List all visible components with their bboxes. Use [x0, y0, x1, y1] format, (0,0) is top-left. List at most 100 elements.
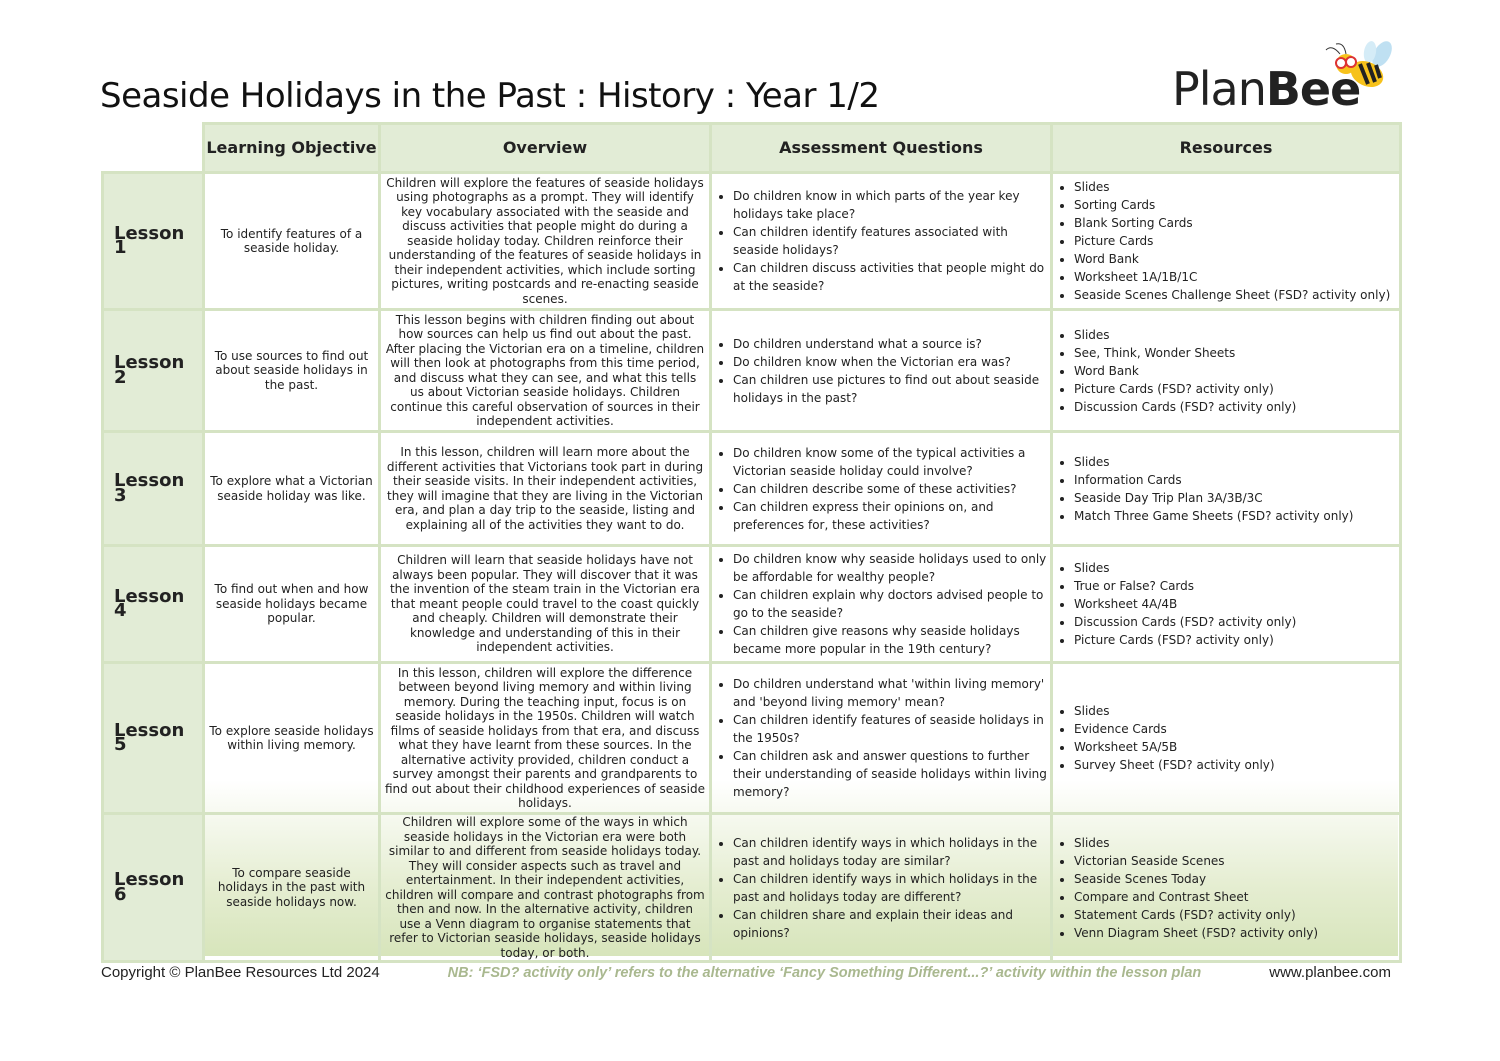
assessment-question: Can children ask and answer questions to…: [733, 747, 1049, 801]
resource-item: Evidence Cards: [1074, 720, 1398, 738]
resource-item: Seaside Scenes Challenge Sheet (FSD? act…: [1074, 286, 1398, 304]
overview: This lesson begins with children finding…: [378, 308, 712, 433]
lesson-label: Lesson 4: [101, 544, 205, 664]
lesson-label: Lesson 1: [101, 171, 205, 311]
assessment-question: Can children express their opinions on, …: [733, 498, 1049, 534]
overview: In this lesson, children will explore th…: [378, 661, 712, 815]
resource-item: Picture Cards (FSD? activity only): [1074, 631, 1398, 649]
lesson-row: Lesson 3 To explore what a Victorian sea…: [101, 430, 1402, 547]
learning-objective: To compare seaside holidays in the past …: [202, 812, 381, 963]
assessment-questions: Do children understand what 'within livi…: [709, 661, 1053, 815]
overview: Children will explore the features of se…: [378, 171, 712, 311]
resource-item: Picture Cards (FSD? activity only): [1074, 380, 1398, 398]
resource-item: Information Cards: [1074, 471, 1398, 489]
lesson-row: Lesson 1 To identify features of a seasi…: [101, 171, 1402, 311]
resource-item: Worksheet 1A/1B/1C: [1074, 268, 1398, 286]
resource-item: Discussion Cards (FSD? activity only): [1074, 613, 1398, 631]
resource-item: Slides: [1074, 702, 1398, 720]
resource-item: Blank Sorting Cards: [1074, 214, 1398, 232]
footer: Copyright © PlanBee Resources Ltd 2024 N…: [101, 964, 1391, 981]
resources: SlidesEvidence CardsWorksheet 5A/5BSurve…: [1050, 661, 1402, 815]
lesson-row: Lesson 5 To explore seaside holidays wit…: [101, 661, 1402, 815]
resource-item: Sorting Cards: [1074, 196, 1398, 214]
resource-item: Seaside Scenes Today: [1074, 870, 1398, 888]
assessment-question: Can children give reasons why seaside ho…: [733, 622, 1049, 658]
lesson-label: Lesson 5: [101, 661, 205, 815]
resource-item: Slides: [1074, 453, 1398, 471]
resource-item: Slides: [1074, 178, 1398, 196]
resource-item: Statement Cards (FSD? activity only): [1074, 906, 1398, 924]
fsd-note: NB: ‘FSD? activity only’ refers to the a…: [447, 965, 1202, 981]
resource-item: See, Think, Wonder Sheets: [1074, 344, 1398, 362]
resources: SlidesSorting CardsBlank Sorting CardsPi…: [1050, 171, 1402, 311]
lesson-row: Lesson 6 To compare seaside holidays in …: [101, 812, 1402, 963]
resources: SlidesTrue or False? CardsWorksheet 4A/4…: [1050, 544, 1402, 664]
assessment-question: Can children identify features associate…: [733, 223, 1049, 259]
assessment-question: Can children identify ways in which holi…: [733, 834, 1049, 870]
assessment-question: Do children know when the Victorian era …: [733, 353, 1049, 371]
resources: SlidesInformation CardsSeaside Day Trip …: [1050, 430, 1402, 547]
copyright: Copyright © PlanBee Resources Ltd 2024: [101, 964, 380, 981]
assessment-questions: Can children identify ways in which holi…: [709, 812, 1053, 963]
assessment-question: Can children explain why doctors advised…: [733, 586, 1049, 622]
overview: Children will explore some of the ways i…: [378, 812, 712, 963]
assessment-question: Do children know why seaside holidays us…: [733, 550, 1049, 586]
overview: Children will learn that seaside holiday…: [378, 544, 712, 664]
lesson-table: Learning Objective Overview Assessment Q…: [101, 122, 1402, 963]
lesson-label: Lesson 2: [101, 308, 205, 433]
assessment-question: Can children identify ways in which holi…: [733, 870, 1049, 906]
assessment-questions: Do children understand what a source is?…: [709, 308, 1053, 433]
assessment-question: Can children use pictures to find out ab…: [733, 371, 1049, 407]
resource-item: Word Bank: [1074, 250, 1398, 268]
resource-item: Victorian Seaside Scenes: [1074, 852, 1398, 870]
resource-item: Venn Diagram Sheet (FSD? activity only): [1074, 924, 1398, 942]
resource-item: Seaside Day Trip Plan 3A/3B/3C: [1074, 489, 1398, 507]
header-resources: Resources: [1050, 122, 1402, 174]
table-header-row: Learning Objective Overview Assessment Q…: [101, 122, 1402, 174]
website-link[interactable]: www.planbee.com: [1269, 964, 1391, 981]
resource-item: Slides: [1074, 834, 1398, 852]
header-overview: Overview: [378, 122, 712, 174]
resource-item: Worksheet 5A/5B: [1074, 738, 1398, 756]
logo-text-plan: Plan: [1172, 62, 1267, 116]
assessment-question: Can children share and explain their ide…: [733, 906, 1049, 942]
planbee-logo: PlanBee: [1172, 40, 1402, 120]
lesson-label: Lesson 3: [101, 430, 205, 547]
overview: In this lesson, children will learn more…: [378, 430, 712, 547]
learning-objective: To identify features of a seaside holida…: [202, 171, 381, 311]
resource-item: Slides: [1074, 559, 1398, 577]
lesson-row: Lesson 4 To find out when and how seasid…: [101, 544, 1402, 664]
lesson-row: Lesson 2 To use sources to find out abou…: [101, 308, 1402, 433]
resources: SlidesVictorian Seaside ScenesSeaside Sc…: [1050, 812, 1402, 963]
assessment-question: Can children identify features of seasid…: [733, 711, 1049, 747]
page-title: Seaside Holidays in the Past : History :…: [100, 76, 880, 116]
assessment-question: Do children understand what 'within livi…: [733, 675, 1049, 711]
learning-objective: To explore what a Victorian seaside holi…: [202, 430, 381, 547]
learning-objective: To use sources to find out about seaside…: [202, 308, 381, 433]
assessment-questions: Do children know in which parts of the y…: [709, 171, 1053, 311]
resource-item: Worksheet 4A/4B: [1074, 595, 1398, 613]
header-learning-objective: Learning Objective: [202, 122, 381, 174]
resource-item: Word Bank: [1074, 362, 1398, 380]
learning-objective: To explore seaside holidays within livin…: [202, 661, 381, 815]
resources: SlidesSee, Think, Wonder SheetsWord Bank…: [1050, 308, 1402, 433]
assessment-question: Do children know some of the typical act…: [733, 444, 1049, 480]
assessment-question: Do children understand what a source is?: [733, 335, 1049, 353]
assessment-questions: Do children know some of the typical act…: [709, 430, 1053, 547]
resource-item: True or False? Cards: [1074, 577, 1398, 595]
assessment-questions: Do children know why seaside holidays us…: [709, 544, 1053, 664]
assessment-question: Can children describe some of these acti…: [733, 480, 1049, 498]
assessment-question: Can children discuss activities that peo…: [733, 259, 1049, 295]
assessment-question: Do children know in which parts of the y…: [733, 187, 1049, 223]
lesson-label: Lesson 6: [101, 812, 205, 963]
learning-objective: To find out when and how seaside holiday…: [202, 544, 381, 664]
resource-item: Compare and Contrast Sheet: [1074, 888, 1398, 906]
resource-item: Slides: [1074, 326, 1398, 344]
bee-icon: [1325, 41, 1392, 88]
header-assessment-questions: Assessment Questions: [709, 122, 1053, 174]
resource-item: Picture Cards: [1074, 232, 1398, 250]
resource-item: Match Three Game Sheets (FSD? activity o…: [1074, 507, 1398, 525]
resource-item: Survey Sheet (FSD? activity only): [1074, 756, 1398, 774]
resource-item: Discussion Cards (FSD? activity only): [1074, 398, 1398, 416]
